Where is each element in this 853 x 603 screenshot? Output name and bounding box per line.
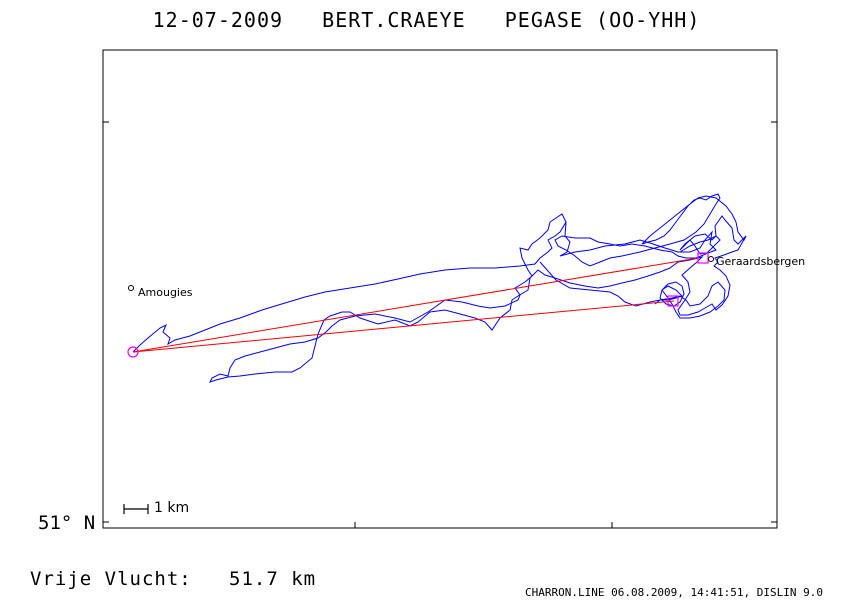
place-label-geraardsbergen: Geraardsbergen (716, 255, 806, 268)
flight-track-east (539, 261, 726, 319)
map-title: 12-07-2009 BERT.CRAEYE PEGASE (OO-YHH) (0, 8, 853, 32)
turnpoint-marker (697, 252, 709, 264)
start-marker (127, 346, 139, 358)
title-pilot: BERT.CRAEYE (322, 8, 466, 32)
place-marker-geraardsbergen (708, 256, 714, 262)
stats-distance: 51.7 km (229, 568, 317, 590)
flight-stats: Vrije Vlucht: 51.7 km (30, 568, 316, 590)
flight-track (132, 213, 747, 383)
footer-credit: CHARRON.LINE 06.08.2009, 14:41:51, DISLI… (524, 586, 823, 599)
place-label-amougies: Amougies (138, 286, 193, 299)
stats-label: Vrije Vlucht: (30, 568, 192, 590)
flight-track-loops (554, 193, 747, 267)
frame-ticks (103, 121, 777, 528)
scale-label: 1 km (154, 500, 190, 516)
place-marker-amougies (128, 285, 134, 291)
landing-marker (667, 295, 679, 307)
title-date: 12-07-2009 (152, 8, 284, 32)
map-frame (102, 49, 778, 529)
scale-bar (123, 504, 149, 514)
title-glider: PEGASE (OO-YHH) (504, 8, 701, 32)
latitude-label: 51° N (38, 512, 96, 534)
task-legs (132, 257, 699, 353)
